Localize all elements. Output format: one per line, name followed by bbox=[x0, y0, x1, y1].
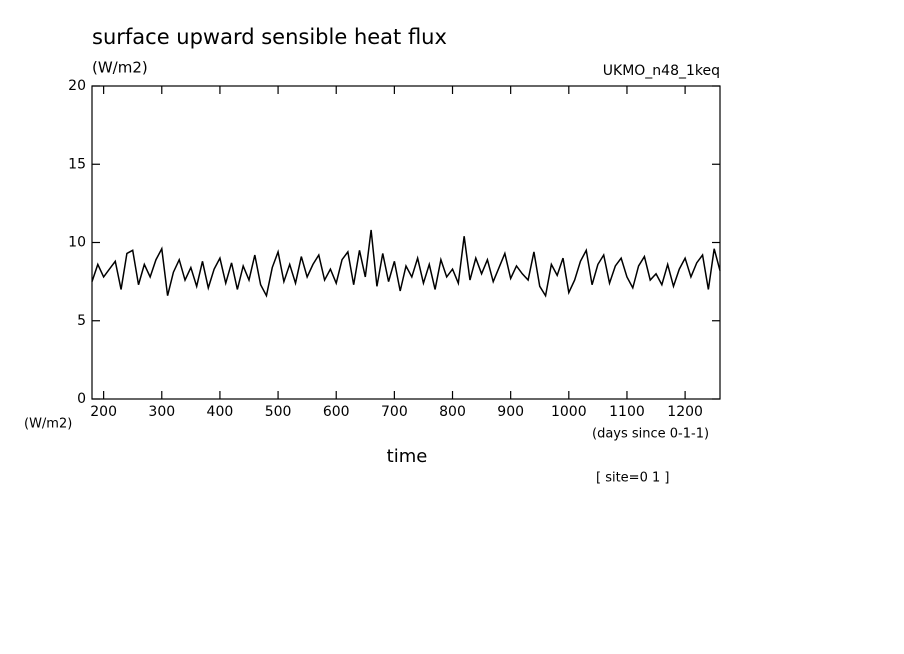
x-tick-label: 200 bbox=[90, 404, 117, 420]
x-tick-label: 500 bbox=[265, 404, 292, 420]
x-tick-label: 900 bbox=[497, 404, 524, 420]
axes bbox=[92, 85, 720, 400]
y-tick-label: 5 bbox=[77, 313, 86, 329]
x-tick-label: 800 bbox=[439, 404, 466, 420]
x-tick-label: 1100 bbox=[609, 404, 645, 420]
y-unit: (W/m2) bbox=[92, 59, 148, 77]
y-tick-label: 0 bbox=[77, 391, 86, 407]
model-label: UKMO_n48_1keq bbox=[603, 63, 720, 79]
x-unit: (days since 0-1-1) bbox=[592, 427, 709, 442]
y-axis-label: (W/m2) bbox=[24, 417, 72, 432]
x-tick-label: 600 bbox=[323, 404, 350, 420]
x-axis-label: time bbox=[387, 446, 428, 467]
x-tick-label: 300 bbox=[148, 404, 175, 420]
y-tick-label: 15 bbox=[68, 156, 86, 172]
x-tick-label: 1200 bbox=[667, 404, 703, 420]
y-tick-label: 10 bbox=[68, 235, 86, 251]
x-tick-label: 700 bbox=[381, 404, 408, 420]
chart-title: surface upward sensible heat flux bbox=[92, 25, 447, 49]
y-tick-label: 20 bbox=[68, 78, 86, 94]
annotation: [ site=0 1 ] bbox=[596, 471, 669, 486]
plot-frame bbox=[91, 85, 721, 400]
x-tick-label: 400 bbox=[207, 404, 234, 420]
data-line bbox=[91, 229, 721, 298]
x-tick-label: 1000 bbox=[551, 404, 587, 420]
